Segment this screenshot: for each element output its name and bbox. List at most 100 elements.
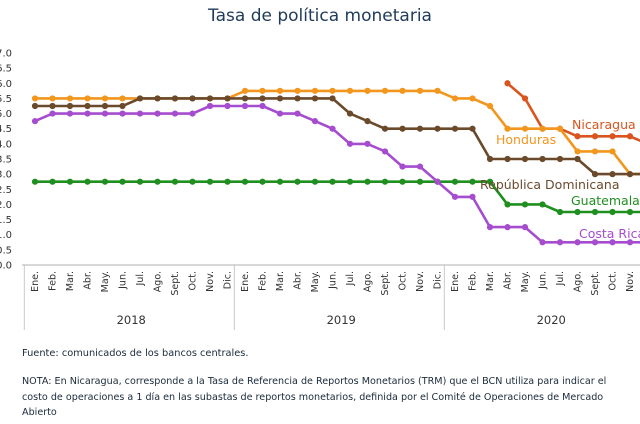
data-point	[311, 87, 319, 94]
data-point	[609, 239, 616, 246]
y-tick-label: 2.0	[0, 200, 12, 211]
plot-area	[31, 80, 640, 246]
x-tick-label: Dic.	[433, 271, 444, 289]
data-point	[364, 118, 371, 125]
data-point	[399, 178, 406, 185]
data-point	[609, 148, 616, 155]
data-point	[521, 155, 529, 163]
data-point	[381, 178, 389, 185]
y-tick-label: 3.5	[0, 155, 12, 166]
data-point	[556, 155, 564, 163]
data-point	[259, 178, 266, 185]
y-tick-label: 0.5	[0, 245, 12, 256]
data-point	[276, 95, 284, 102]
year-label: 2020	[537, 313, 566, 327]
data-point	[574, 239, 581, 246]
data-point	[486, 102, 494, 110]
data-point	[119, 110, 126, 117]
x-tick-label: Ene.	[30, 271, 41, 292]
data-point	[416, 125, 424, 132]
data-point	[574, 155, 581, 163]
x-tick-label: Oct.	[188, 271, 199, 290]
data-point	[189, 95, 196, 102]
data-point	[49, 95, 56, 102]
data-point	[171, 110, 179, 117]
x-tick-label: May.	[100, 271, 111, 292]
data-point	[364, 178, 371, 185]
y-tick-label: 3.0	[0, 170, 12, 181]
x-tick-label: Ago.	[573, 271, 584, 292]
data-point	[451, 95, 459, 102]
data-point	[504, 80, 511, 87]
data-point	[521, 201, 529, 208]
data-point	[381, 125, 389, 132]
x-tick-label: Feb.	[468, 271, 479, 291]
series-label: Costa Rica	[579, 226, 640, 241]
x-tick-label: Nov.	[415, 271, 426, 292]
data-point	[329, 87, 336, 94]
data-point	[31, 118, 39, 125]
series-label: Guatemala	[571, 193, 640, 208]
data-point	[381, 148, 389, 155]
data-point	[346, 110, 354, 117]
series-line-costa-rica	[34, 104, 640, 244]
data-point	[49, 102, 56, 110]
data-point	[136, 95, 144, 102]
data-point	[626, 133, 634, 140]
x-tick-label: Abr.	[293, 271, 304, 290]
data-point	[556, 239, 564, 246]
data-point	[434, 87, 441, 94]
data-point	[539, 239, 546, 246]
data-point	[434, 178, 441, 185]
data-point	[609, 171, 616, 178]
data-point	[434, 125, 441, 132]
data-point	[539, 201, 546, 208]
x-tick-label: Feb.	[258, 271, 269, 291]
x-tick-label: Sept.	[380, 271, 391, 296]
data-point	[626, 171, 634, 178]
y-tick-label: 1.5	[0, 215, 12, 226]
data-point	[469, 125, 476, 132]
series-label: República Dominicana	[480, 177, 620, 192]
x-tick-label: Ago.	[153, 271, 164, 292]
data-point	[539, 125, 546, 132]
x-tick-label: Jul.	[135, 271, 146, 286]
data-point	[31, 102, 39, 110]
data-point	[294, 95, 301, 102]
data-point	[189, 178, 196, 185]
data-point	[276, 110, 284, 117]
data-point	[66, 102, 74, 110]
data-point	[276, 178, 284, 185]
data-point	[31, 178, 39, 185]
data-point	[224, 178, 231, 185]
data-point	[119, 95, 126, 102]
data-point	[521, 125, 529, 132]
x-tick-label: Abr.	[83, 271, 94, 290]
data-point	[556, 125, 564, 132]
data-point	[84, 110, 91, 117]
data-point	[416, 178, 424, 185]
x-tick-label: Jun.	[538, 271, 549, 290]
data-point	[329, 178, 336, 185]
data-point	[259, 102, 266, 110]
data-point	[539, 155, 546, 163]
data-point	[241, 95, 249, 102]
x-tick-label: Abr.	[503, 271, 514, 290]
data-point	[381, 87, 389, 94]
x-tick-label: Oct.	[608, 271, 619, 290]
year-label: 2018	[117, 313, 146, 327]
source-note: Fuente: comunicados de los bancos centra…	[22, 348, 249, 359]
data-point	[486, 178, 494, 185]
series-label: Nicaragua	[572, 117, 636, 132]
data-point	[294, 87, 301, 94]
data-point	[136, 178, 144, 185]
x-tick-label: Sept.	[590, 271, 601, 296]
x-tick-label: Jul.	[345, 271, 356, 286]
y-tick-label: 1.0	[0, 230, 12, 241]
data-point	[259, 95, 266, 102]
data-point	[346, 178, 354, 185]
x-tick-label: May.	[310, 271, 321, 292]
data-point	[66, 110, 74, 117]
data-point	[486, 155, 494, 163]
data-point	[311, 118, 319, 125]
